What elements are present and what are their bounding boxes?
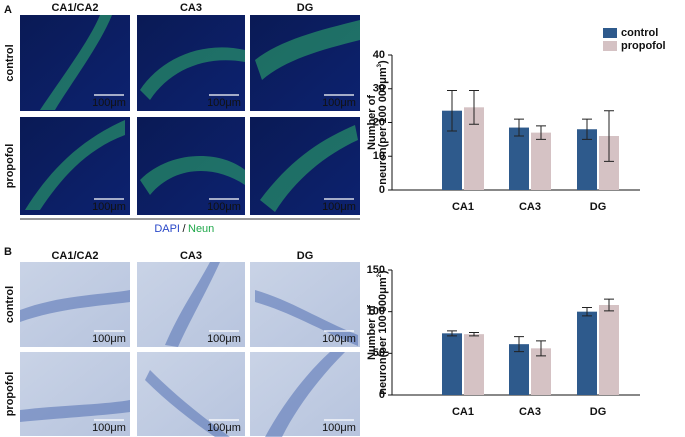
error-bar — [447, 89, 457, 132]
error-bar — [469, 89, 479, 125]
scale-bar-label: 100μm — [322, 422, 356, 434]
y-axis-label-end: ) — [377, 60, 389, 64]
scale-bar-label: 100μm — [207, 97, 241, 109]
x-tick-label: CA3 — [519, 201, 541, 213]
scale-bar-label: 100μm — [322, 333, 356, 345]
cell-layer — [25, 120, 125, 210]
bar — [577, 311, 597, 395]
bar — [599, 136, 619, 190]
y-axis-label-sup: 3 — [377, 63, 383, 67]
cell-layer — [255, 20, 360, 80]
panel-label: A — [4, 4, 12, 16]
x-tick-label: CA1 — [452, 201, 474, 213]
error-bar — [514, 118, 524, 137]
cell-layer — [165, 262, 220, 347]
cell-layer — [255, 290, 358, 346]
micrograph — [137, 352, 245, 436]
bar — [531, 348, 551, 395]
y-axis-label: Number of — [366, 305, 378, 360]
column-label: CA3 — [180, 250, 202, 262]
column-label: CA1/CA2 — [51, 2, 98, 14]
error-bar — [582, 307, 592, 317]
micrograph — [250, 262, 360, 347]
y-axis-label-main: neuron(per 100 000μm — [377, 277, 389, 395]
panel-label: B — [4, 246, 12, 258]
y-tick-label: 50 — [373, 347, 385, 359]
scale-bar-label: 100μm — [92, 333, 126, 345]
y-tick-label: 100 — [367, 306, 385, 318]
x-tick-label: DG — [590, 201, 607, 213]
x-tick-label: CA1 — [452, 406, 474, 418]
scale-bar-label: 100μm — [322, 97, 356, 109]
bar — [577, 129, 597, 190]
legend-swatch — [603, 41, 617, 51]
legend-swatch — [603, 28, 617, 38]
y-axis-label-main: neuron(per 100 000μm — [377, 67, 389, 185]
error-bar — [447, 330, 457, 337]
error-bar — [604, 110, 614, 162]
bar — [531, 132, 551, 190]
error-bar — [604, 298, 614, 312]
y-tick-label: 0 — [379, 184, 385, 196]
y-tick-label: 10 — [373, 150, 385, 162]
y-tick-label: 30 — [373, 83, 385, 95]
error-bar — [536, 340, 546, 357]
bar — [509, 344, 529, 395]
y-axis-label: Number of — [366, 95, 378, 150]
error-bar — [469, 332, 479, 337]
y-axis-label: neuron(per 100 000μm3) — [377, 60, 389, 185]
y-tick-label: 20 — [373, 116, 385, 128]
cell-layer — [40, 15, 112, 110]
scale-bar-label: 100μm — [92, 97, 126, 109]
cell-layer — [20, 290, 130, 322]
y-axis-label: neuron(per 100 000μm2) — [377, 270, 389, 395]
scale-bar-label: 100μm — [322, 201, 356, 213]
bar — [464, 334, 484, 395]
error-bar — [582, 118, 592, 140]
bar — [442, 333, 462, 395]
legend-label: propofol — [621, 40, 666, 52]
bar — [509, 127, 529, 190]
column-label: DG — [297, 250, 314, 262]
caption-neun: Neun — [188, 223, 214, 235]
legend-label: control — [621, 27, 658, 39]
column-label: CA1/CA2 — [51, 250, 98, 262]
x-tick-label: DG — [590, 406, 607, 418]
micrograph — [137, 262, 245, 347]
micrograph — [20, 352, 130, 436]
scale-bar-label: 100μm — [92, 422, 126, 434]
scale-bar-label: 100μm — [207, 422, 241, 434]
caption-dapi: DAPI — [154, 223, 180, 235]
cell-layer — [145, 370, 230, 437]
row-label: propofol — [4, 372, 16, 417]
scale-bar-label: 100μm — [92, 201, 126, 213]
y-axis-label-sup: 2 — [377, 273, 383, 277]
scale-bar-label: 100μm — [207, 333, 241, 345]
y-axis-label-end: ) — [377, 270, 389, 274]
caption-sep: / — [182, 223, 186, 235]
cell-layer — [20, 400, 130, 422]
micrograph — [20, 262, 130, 347]
row-label: propofol — [4, 144, 16, 189]
cell-layer — [140, 156, 245, 195]
x-tick-label: CA3 — [519, 406, 541, 418]
scale-bar-label: 100μm — [207, 201, 241, 213]
error-bar — [514, 336, 524, 353]
column-label: CA3 — [180, 2, 202, 14]
row-label: control — [4, 286, 16, 323]
y-tick-label: 40 — [373, 49, 385, 61]
y-tick-label: 150 — [367, 264, 385, 276]
y-tick-label: 0 — [379, 389, 385, 401]
row-label: control — [4, 44, 16, 81]
cell-layer — [260, 125, 358, 212]
micrograph — [250, 352, 360, 436]
bar — [464, 107, 484, 190]
cell-layer — [140, 47, 245, 100]
bar — [599, 305, 619, 395]
cell-layer — [265, 352, 345, 437]
error-bar — [536, 125, 546, 140]
column-label: DG — [297, 2, 314, 14]
